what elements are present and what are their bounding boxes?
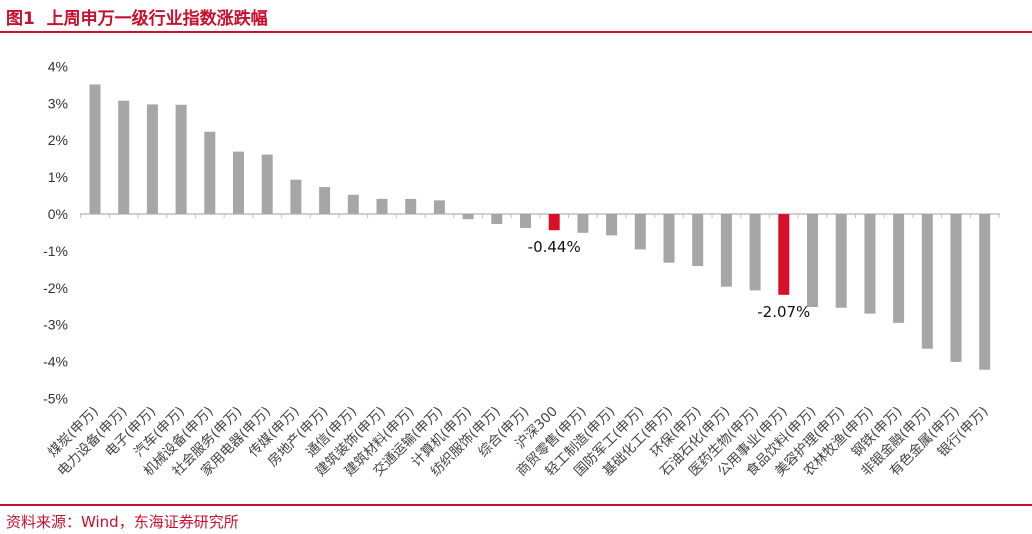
source-divider <box>0 504 1032 506</box>
bar <box>347 194 359 214</box>
y-tick-label: -4% <box>43 354 68 370</box>
bar <box>433 200 445 214</box>
bar <box>663 214 675 263</box>
bar <box>577 214 589 233</box>
bar <box>146 104 158 214</box>
bar <box>692 214 704 267</box>
bar <box>204 131 216 214</box>
y-tick-label: 4% <box>48 58 68 74</box>
bar <box>606 214 618 236</box>
bar <box>548 214 560 231</box>
bar <box>175 104 187 214</box>
bar <box>520 214 531 229</box>
bar <box>778 214 790 295</box>
y-tick-label: -2% <box>43 280 68 296</box>
bar <box>864 214 876 314</box>
y-tick-label: 0% <box>48 206 68 222</box>
bar <box>233 151 244 214</box>
y-tick-label: 1% <box>48 169 68 185</box>
bar <box>807 214 818 307</box>
bar <box>261 154 273 214</box>
y-tick-label: 3% <box>48 95 68 111</box>
bar <box>979 214 991 370</box>
bar <box>89 84 101 214</box>
bar <box>893 214 905 323</box>
bar <box>491 214 503 224</box>
y-tick-label: -1% <box>43 243 68 259</box>
bar <box>835 214 847 308</box>
bar <box>290 179 302 214</box>
y-tick-label: -3% <box>43 317 68 333</box>
bar <box>405 198 417 214</box>
bar <box>950 214 962 362</box>
bar <box>634 214 646 250</box>
bar <box>319 187 331 214</box>
figure-title: 图1 上周申万一级行业指数涨跌幅 <box>6 9 268 29</box>
data-label: -2.07% <box>757 303 810 321</box>
bar <box>376 198 388 214</box>
bar <box>921 214 933 349</box>
bar <box>749 214 761 291</box>
bar <box>118 100 130 214</box>
title-divider <box>0 31 1032 33</box>
source-note: 资料来源：Wind，东海证券研究所 <box>6 513 239 531</box>
y-tick-label: -5% <box>43 391 68 407</box>
data-label: -0.44% <box>528 238 581 256</box>
y-tick-label: 2% <box>48 132 68 148</box>
bar <box>720 214 732 287</box>
bar <box>462 214 474 220</box>
